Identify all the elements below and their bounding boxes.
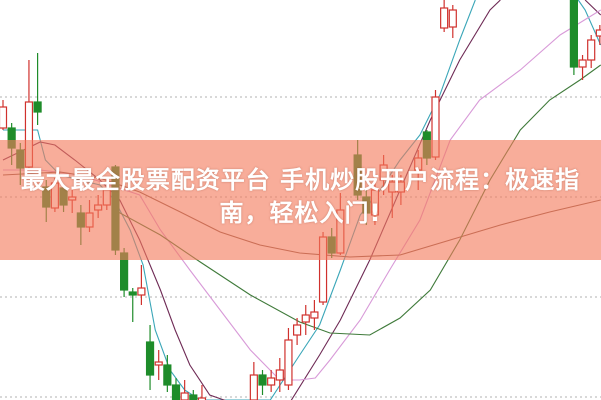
moving-average-line <box>114 64 601 336</box>
candle-body <box>595 29 601 37</box>
title-line-1: 最大最全股票配资平台 手机炒股开户流程：极速指 <box>20 166 581 194</box>
candle-body <box>0 106 8 129</box>
candle-body <box>448 9 457 28</box>
candle-body <box>197 397 207 400</box>
candle-body <box>128 291 137 296</box>
candle-body <box>33 101 42 113</box>
candle-body <box>569 0 579 68</box>
candle-body <box>310 311 319 319</box>
candle-body <box>440 7 449 29</box>
candle-body <box>267 377 276 386</box>
moving-average-line <box>577 0 601 46</box>
candle-body <box>137 287 146 296</box>
candle-body <box>301 314 310 323</box>
candle-body <box>189 394 198 400</box>
candle-body <box>249 374 258 400</box>
candle-body <box>145 341 155 376</box>
candle-body <box>275 369 284 381</box>
candle-body <box>587 39 596 61</box>
candle-body <box>154 361 163 366</box>
candle-body <box>578 59 587 68</box>
moving-average-line <box>584 0 601 16</box>
candle-body <box>180 392 189 400</box>
candle-body <box>258 374 267 386</box>
candle-body <box>293 324 302 336</box>
candle-body <box>163 364 172 386</box>
article-title: 最大最全股票配资平台 手机炒股开户流程：极速指 南，轻松入门! <box>0 164 601 230</box>
candle-body <box>171 384 181 400</box>
title-banner <box>0 140 601 260</box>
candle-body <box>284 339 293 386</box>
title-line-2: 南，轻松入门! <box>219 199 382 227</box>
